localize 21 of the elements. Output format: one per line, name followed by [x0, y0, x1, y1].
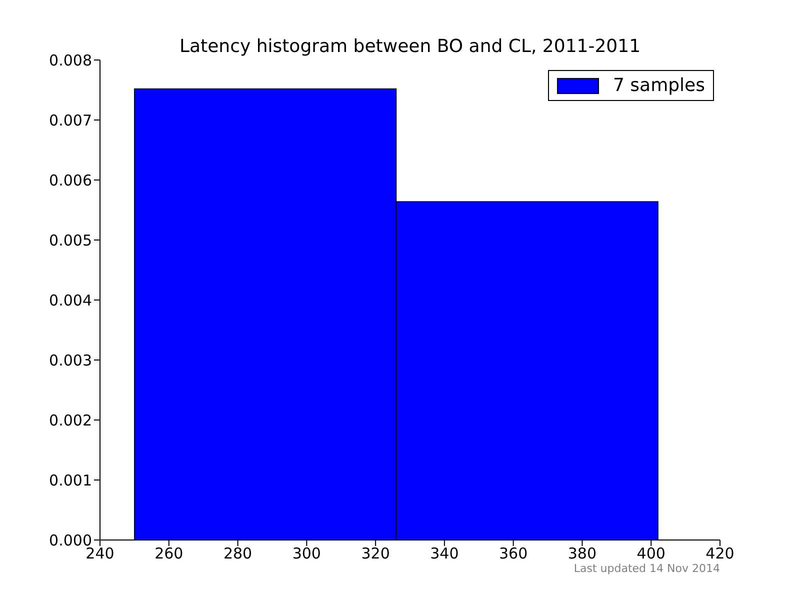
x-tick-label: 400: [636, 544, 666, 563]
y-tick-label: 0.001: [49, 471, 92, 490]
x-tick-label: 380: [568, 544, 597, 563]
y-tick-label: 0.006: [49, 171, 92, 190]
x-tick-label: 260: [154, 544, 184, 563]
y-tick-label: 0.007: [49, 111, 92, 130]
text: Last updated 14 Nov 2014: [574, 562, 720, 575]
x-tick-label: 320: [361, 544, 390, 563]
x-tick-label: 360: [499, 544, 528, 563]
y-tick-label: 0.003: [49, 351, 92, 370]
x-tick-label: 280: [223, 544, 252, 563]
x-tick-label: 340: [430, 544, 459, 563]
y-tick-label: 0.004: [49, 291, 92, 310]
x-tick-label: 300: [292, 544, 321, 563]
x-tick-label: 240: [86, 544, 114, 563]
y-tick-label: 0.002: [49, 411, 92, 430]
x-tick-label: 420: [706, 544, 734, 563]
legend-label: 7 samples: [613, 75, 705, 96]
chart-title: Latency histogram between BO and CL, 2011-2011: [178, 36, 642, 57]
y-tick-label: 0.005: [49, 231, 92, 250]
y-tick-label: 0.008: [49, 51, 92, 70]
